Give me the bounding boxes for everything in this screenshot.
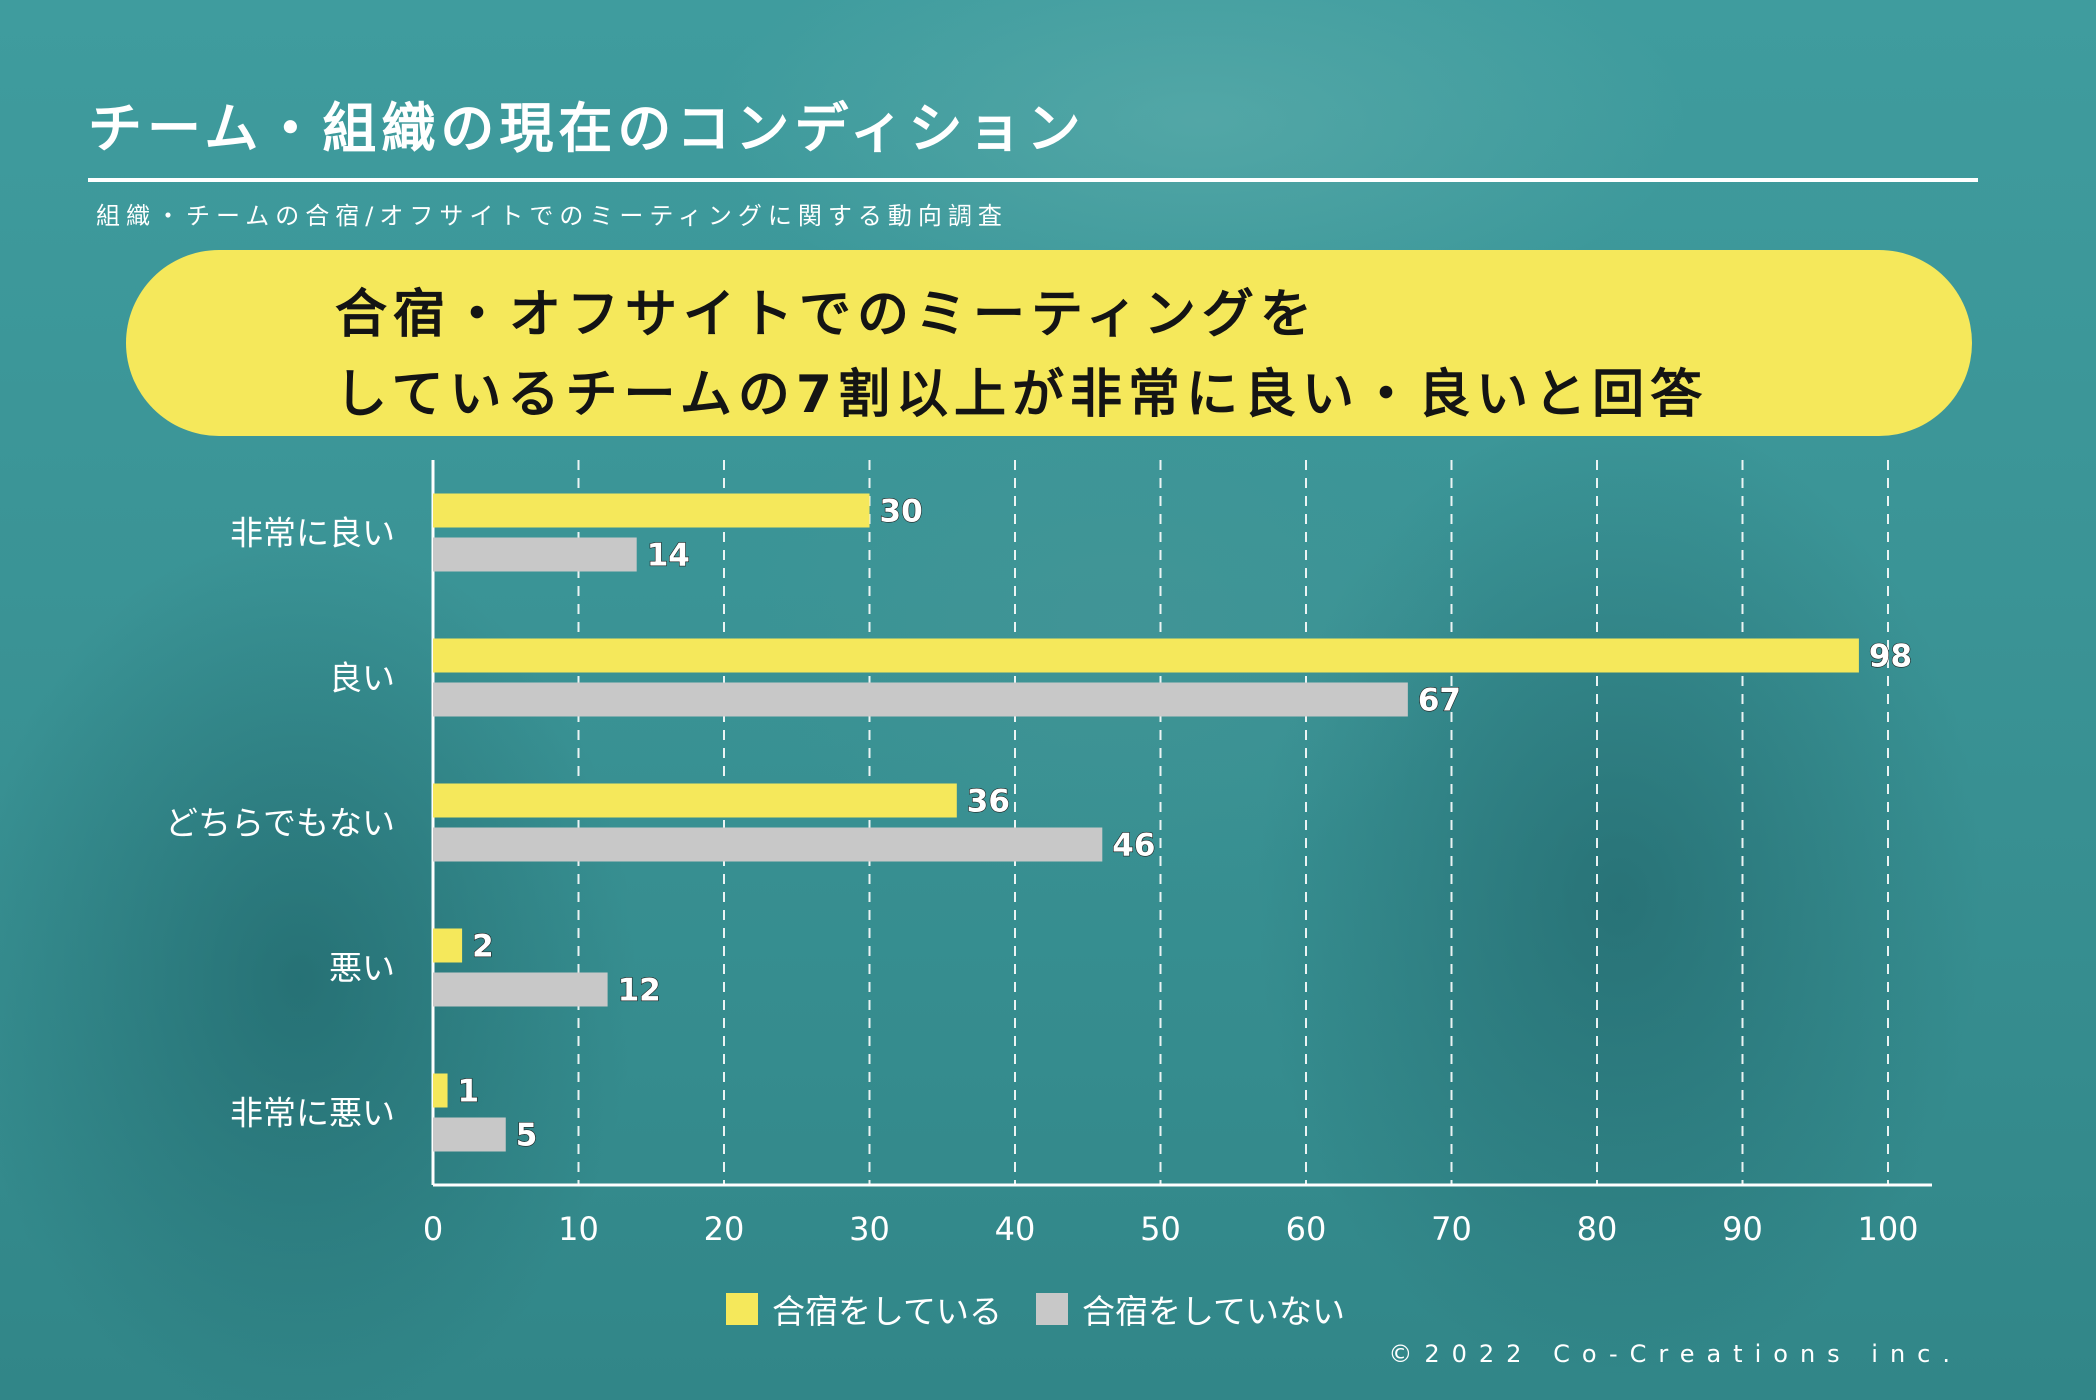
- x-tick-label: 40: [995, 1210, 1036, 1248]
- headline-banner: [126, 250, 1972, 436]
- legend-label-no-offsite: 合宿をしていない: [1082, 1292, 1346, 1331]
- chart-legend: 合宿をしている 合宿をしていない: [726, 1289, 1379, 1331]
- x-tick-label: 60: [1286, 1210, 1327, 1248]
- data-label: 36: [967, 784, 1010, 820]
- x-tick-label: 50: [1140, 1210, 1181, 1248]
- data-label: 98: [1869, 639, 1912, 675]
- page-subtitle: 組織・チームの合宿/オフサイトでのミーティングに関する動向調査: [96, 202, 1008, 230]
- headline-line-1: 合宿・オフサイトでのミーティングを: [335, 285, 1318, 345]
- data-label: 14: [647, 538, 690, 574]
- legend-item-offsite: 合宿をしている: [726, 1285, 1002, 1333]
- category-label: どちらでもない: [165, 804, 395, 843]
- data-label: 2: [472, 929, 494, 965]
- data-label: 67: [1418, 683, 1461, 719]
- legend-swatch-offsite: [726, 1293, 758, 1325]
- x-tick-label: 20: [704, 1210, 745, 1248]
- x-tick-label: 10: [558, 1210, 599, 1248]
- data-label: 12: [618, 973, 661, 1009]
- x-tick-label: 30: [849, 1210, 890, 1248]
- headline-line-2: しているチームの7割以上が非常に良い・良いと回答: [335, 365, 1709, 425]
- category-label: 良い: [329, 659, 395, 698]
- x-tick-label: 80: [1577, 1210, 1618, 1248]
- page-title: チーム・組織の現在のコンディション: [88, 97, 1086, 160]
- legend-swatch-no-offsite: [1036, 1293, 1069, 1325]
- legend-label-offsite: 合宿をしている: [772, 1292, 1003, 1331]
- x-tick-label: 100: [1857, 1210, 1918, 1248]
- x-tick-label: 90: [1722, 1210, 1763, 1248]
- data-label: 46: [1112, 828, 1155, 864]
- bar: [433, 783, 957, 818]
- title-divider: [88, 178, 1978, 182]
- bar: [433, 682, 1408, 717]
- data-label: 5: [516, 1118, 538, 1154]
- bar: [433, 972, 608, 1007]
- category-label: 非常に悪い: [230, 1094, 395, 1133]
- category-label: 非常に良い: [230, 514, 395, 553]
- bar: [433, 1117, 506, 1152]
- bar: [433, 493, 870, 528]
- copyright-notice: ©2022 Co-Creations inc.: [1388, 1340, 1962, 1368]
- category-label: 悪い: [329, 949, 395, 988]
- bar: [433, 827, 1103, 862]
- x-tick-label: 0: [423, 1210, 443, 1248]
- bar: [433, 638, 1859, 673]
- legend-item-no-offsite: 合宿をしていない: [1036, 1285, 1345, 1333]
- x-tick-label: 70: [1431, 1210, 1472, 1248]
- bar: [433, 928, 463, 963]
- bar: [433, 537, 637, 572]
- data-label: 1: [458, 1074, 480, 1110]
- bar: [433, 1073, 448, 1108]
- data-label: 30: [880, 494, 923, 530]
